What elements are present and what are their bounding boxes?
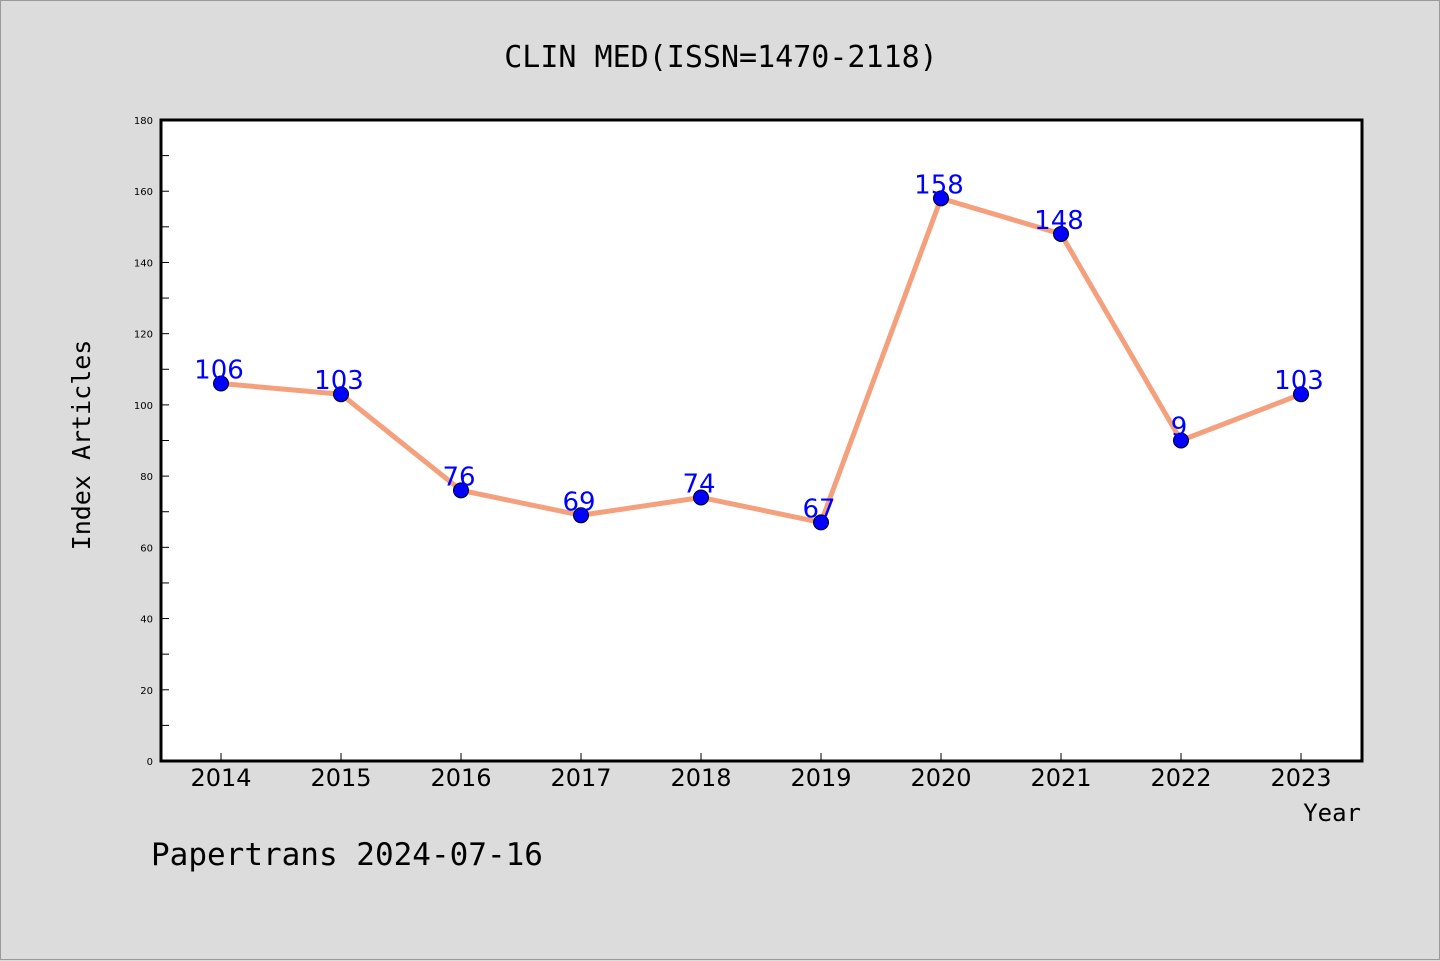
x-tick-label: 2015 — [310, 764, 371, 792]
x-axis-label: Year — [1303, 799, 1361, 827]
data-point — [693, 489, 709, 506]
data-label: 158 — [914, 170, 964, 200]
y-tick-label: 100 — [134, 401, 153, 412]
y-axis: 0 20 40 60 80 100 120 140 160 180 — [134, 116, 169, 768]
y-tick-label: 140 — [134, 258, 153, 269]
x-tick-label: 2021 — [1030, 764, 1091, 792]
x-tick-label: 2016 — [430, 764, 491, 792]
data-label: 74 — [682, 469, 715, 499]
data-point — [213, 375, 229, 392]
y-tick-label: 0 — [147, 757, 153, 768]
data-label: 106 — [194, 356, 244, 386]
y-tick-label: 80 — [140, 472, 153, 483]
x-tick-label: 2020 — [910, 764, 971, 792]
x-tick-label: 2023 — [1270, 764, 1331, 792]
data-label: 103 — [1274, 366, 1324, 396]
data-label: 69 — [562, 487, 595, 517]
data-point — [933, 190, 949, 207]
x-axis: 2014 2015 2016 2017 2018 2019 2020 2021 2022 2023 — [190, 753, 1332, 792]
data-label: 148 — [1034, 206, 1084, 236]
data-point — [813, 514, 829, 531]
x-tick-label: 2014 — [190, 764, 251, 792]
x-tick-label: 2017 — [550, 764, 611, 792]
y-tick-label: 160 — [134, 187, 153, 198]
data-point — [453, 482, 469, 499]
footer-credit: Papertrans 2024-07-16 — [151, 837, 543, 873]
y-axis-label: Index Articles — [67, 340, 96, 551]
data-point — [1293, 386, 1309, 403]
data-point — [573, 507, 589, 524]
data-point — [1173, 432, 1189, 449]
x-tick-label: 2018 — [670, 764, 731, 792]
y-tick-label: 120 — [134, 330, 153, 341]
chart-title: CLIN MED(ISSN=1470-2118) — [504, 40, 937, 75]
x-tick-label: 2022 — [1150, 764, 1211, 792]
data-label: 67 — [802, 494, 835, 524]
plot-area — [159, 118, 1364, 763]
data-label: 103 — [314, 366, 364, 396]
series-markers — [213, 190, 1309, 531]
x-tick-label: 2019 — [790, 764, 851, 792]
series-line — [220, 195, 1302, 525]
data-label: 76 — [442, 462, 475, 492]
y-tick-label: 20 — [140, 686, 153, 697]
y-tick-label: 40 — [140, 615, 153, 626]
data-point — [333, 386, 349, 403]
data-label: 9 — [1171, 413, 1188, 443]
y-tick-label: 60 — [140, 543, 153, 554]
y-tick-label: 180 — [134, 116, 153, 127]
data-labels: 106 103 76 69 74 67 158 148 9 103 — [194, 170, 1324, 524]
data-point — [1053, 225, 1069, 242]
